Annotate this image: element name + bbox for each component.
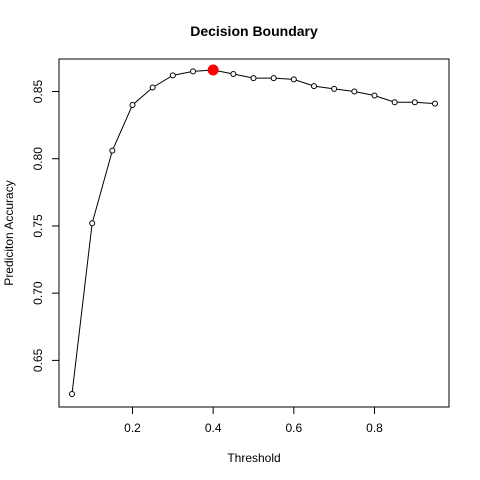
data-point	[69, 391, 75, 397]
data-point	[169, 72, 176, 79]
y-tick-label: 0.80	[31, 147, 45, 171]
y-tick-label: 0.70	[31, 281, 45, 305]
data-point	[129, 101, 136, 108]
data-point	[411, 99, 418, 106]
data-point	[149, 84, 156, 91]
data-point	[331, 85, 338, 92]
y-tick-label: 0.65	[31, 348, 45, 372]
data-point	[371, 92, 378, 99]
x-tick-label: 0.8	[366, 421, 383, 435]
y-tick-label: 0.85	[31, 80, 45, 104]
y-axis: 0.65 0.70 0.75 0.80 0.85	[31, 80, 59, 372]
data-point	[190, 68, 196, 75]
series-accuracy	[69, 64, 438, 397]
data-point	[250, 75, 257, 82]
data-point	[311, 83, 317, 90]
chart-title: Decision Boundary	[190, 23, 318, 39]
data-point	[351, 88, 358, 95]
data-point	[290, 76, 297, 83]
data-point	[432, 100, 438, 107]
data-point	[109, 147, 116, 154]
highlight-point	[207, 64, 219, 76]
x-tick-label: 0.4	[205, 421, 222, 435]
accuracy-line	[71, 69, 436, 395]
x-tick-label: 0.6	[285, 421, 302, 435]
data-point	[230, 71, 237, 78]
y-tick-label: 0.75	[31, 214, 45, 238]
data-point	[270, 75, 277, 82]
x-axis-label: Threshold	[227, 451, 280, 465]
plot-frame	[58, 58, 450, 408]
x-axis: 0.2 0.4 0.6 0.8	[124, 407, 383, 435]
data-point	[89, 220, 96, 227]
data-point	[391, 99, 398, 106]
y-axis-label: Prediciton Accuracy	[2, 180, 16, 285]
x-tick-label: 0.2	[124, 421, 141, 435]
